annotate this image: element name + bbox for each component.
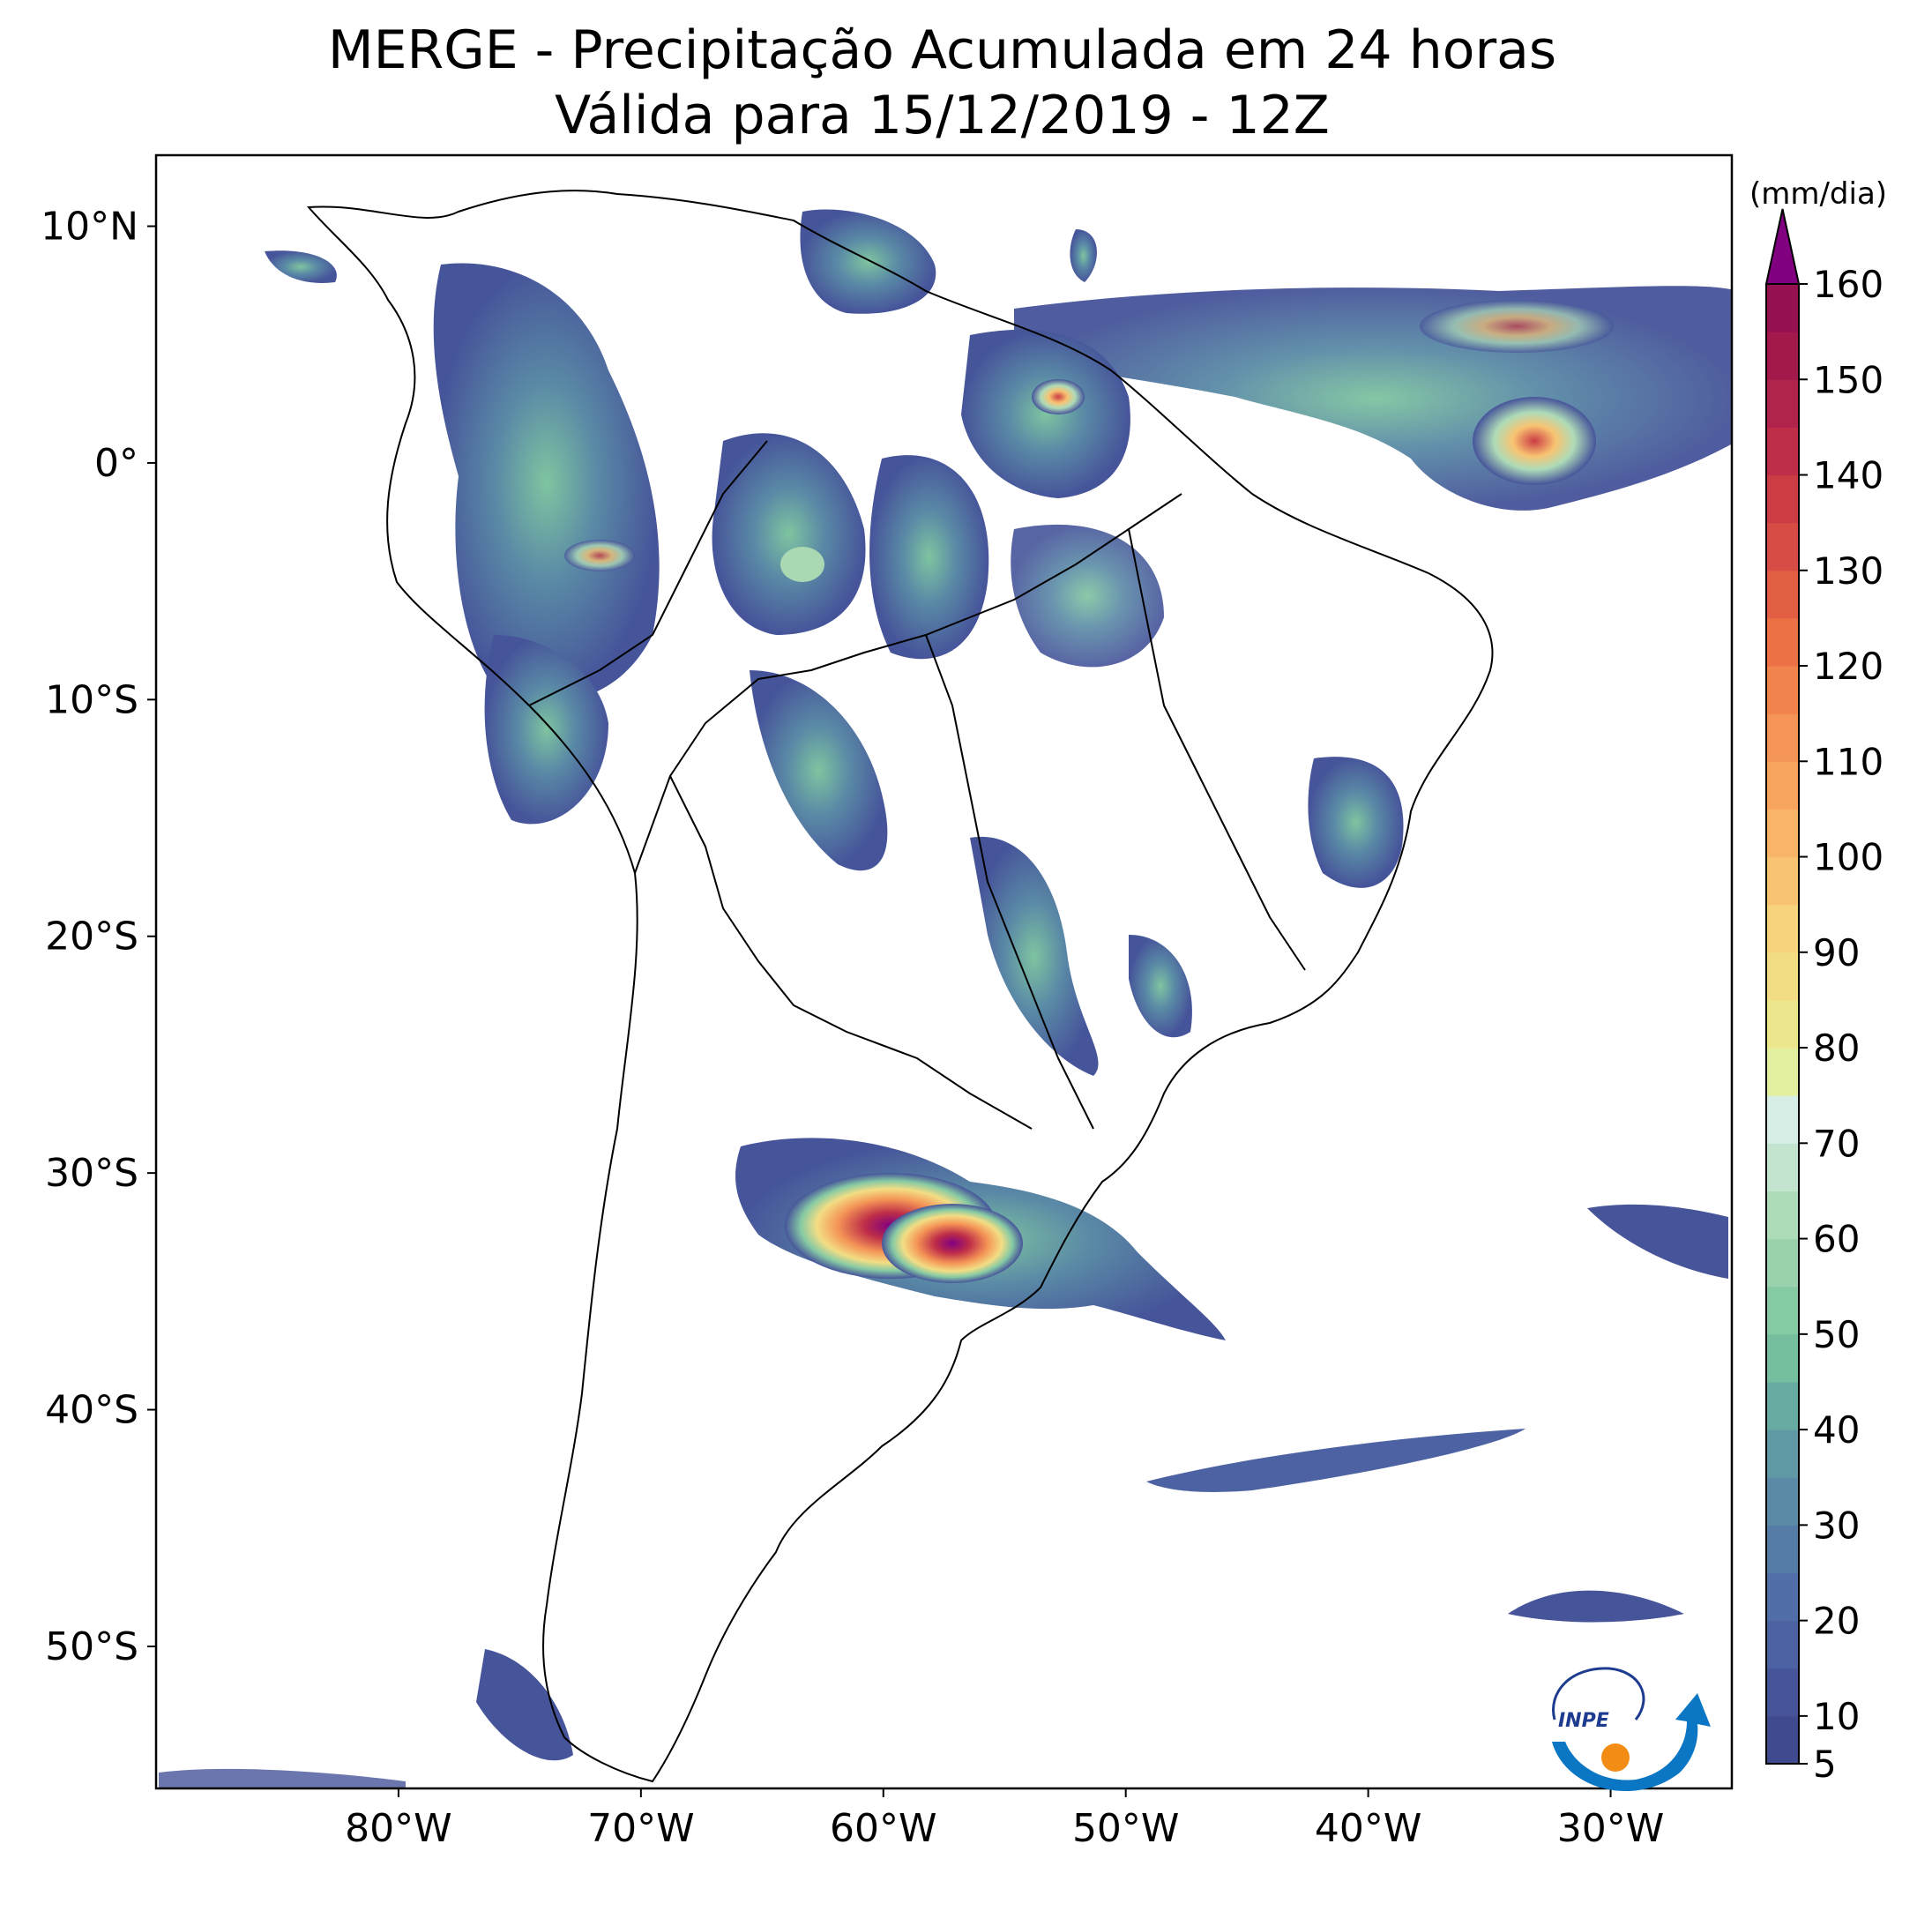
colorbar-segment [1766,999,1799,1049]
colorbar-segment [1766,1430,1799,1478]
colorbar-segment [1766,1191,1799,1240]
colorbar-tick-label: 100 [1813,836,1884,879]
precipitation-field [159,209,1732,1788]
lat-tick-label: 0° [94,441,138,486]
colorbar-segment [1766,1715,1799,1765]
colorbar-tick-label: 10 [1813,1695,1860,1738]
colorbar-tick-label: 70 [1813,1122,1860,1165]
lat-tick-label: 50°S [45,1624,138,1669]
logo-arrow-icon [1552,1693,1711,1792]
colorbar-segment [1766,1477,1799,1526]
colorbar-tick-label: 5 [1813,1743,1837,1786]
lon-tick-label: 40°W [1315,1806,1422,1851]
map-subtitle: Válida para 15/12/2019 - 12Z [555,85,1330,146]
colorbar-extend-arrow [1764,208,1801,285]
logo-orbit-icon [1552,1667,1645,1721]
colorbar-segment [1766,617,1799,667]
colorbar-frame [1765,283,1800,1765]
colorbar-segment [1766,1048,1799,1096]
lat-tick-label: 30°S [45,1151,138,1196]
lat-tick-label: 10°N [41,205,138,250]
latitude-axis: 10°N 0° 10°S 20°S 30°S 40°S 50°S [41,205,156,1669]
colorbar-tick-label: 120 [1813,645,1884,688]
colorbar-segment [1766,474,1799,524]
colorbar-tick-label: 160 [1813,263,1884,306]
colorbar-segment [1766,1095,1799,1144]
logo-text: INPE [1558,1710,1609,1732]
colorbar-segment [1766,1381,1799,1430]
lat-tick-label: 40°S [45,1388,138,1433]
colorbar-segment [1766,379,1799,428]
map-title: MERGE - Precipitação Acumulada em 24 hor… [327,19,1557,81]
colorbar: 5 10 20 30 40 50 60 70 80 90 100 110 120 130 140 150 160 [1764,208,1884,1786]
colorbar-tick-label: 110 [1813,740,1884,783]
colorbar-segment [1766,761,1799,810]
colorbar-segment [1766,1286,1799,1335]
colorbar-segment [1766,856,1799,906]
map-frame [154,153,1734,1790]
colorbar-segment [1766,809,1799,858]
colorbar-segment [1766,332,1799,380]
colorbar-tick-label: 130 [1813,549,1884,593]
colorbar-segment [1766,1143,1799,1192]
colorbar-tick-label: 60 [1813,1218,1860,1261]
colorbar-segment [1766,666,1799,714]
lon-tick-label: 80°W [345,1806,452,1851]
colorbar-segment [1766,1668,1799,1717]
colorbar-tick-label: 140 [1813,454,1884,497]
colorbar-tick-label: 80 [1813,1026,1860,1070]
colorbar-segment [1766,1525,1799,1574]
colorbar-tick-label: 90 [1813,931,1860,974]
colorbar-segment [1766,904,1799,953]
logo-sun-icon [1601,1743,1630,1772]
colorbar-segment [1766,427,1799,476]
colorbar-segment [1766,1572,1799,1622]
longitude-axis: 80°W 70°W 60°W 50°W 40°W 30°W [345,1788,1664,1851]
colorbar-tick-label: 150 [1813,358,1884,401]
lon-tick-label: 60°W [830,1806,937,1851]
colorbar-segment [1766,1620,1799,1669]
colorbar-tick-label: 50 [1813,1313,1860,1356]
colorbar-segment [1766,522,1799,571]
colorbar-segment [1766,570,1799,619]
colorbar-segment [1766,1238,1799,1288]
lon-tick-label: 50°W [1072,1806,1180,1851]
colorbar-segment [1766,1333,1799,1383]
colorbar-segment [1766,952,1799,1001]
lon-tick-label: 30°W [1557,1806,1665,1851]
colorbar-segment [1766,713,1799,762]
colorbar-tick-label: 20 [1813,1600,1860,1643]
colorbar-segment [1766,284,1799,332]
lat-tick-label: 10°S [45,677,138,722]
lat-tick-label: 20°S [45,914,138,959]
lon-tick-label: 70°W [587,1806,695,1851]
colorbar-tick-label: 40 [1813,1408,1860,1452]
inpe-logo: INPE [1552,1667,1711,1792]
coastline [306,190,1494,1783]
colorbar-unit-label: (mm/dia) [1749,176,1887,212]
colorbar-tick-label: 30 [1813,1504,1860,1547]
